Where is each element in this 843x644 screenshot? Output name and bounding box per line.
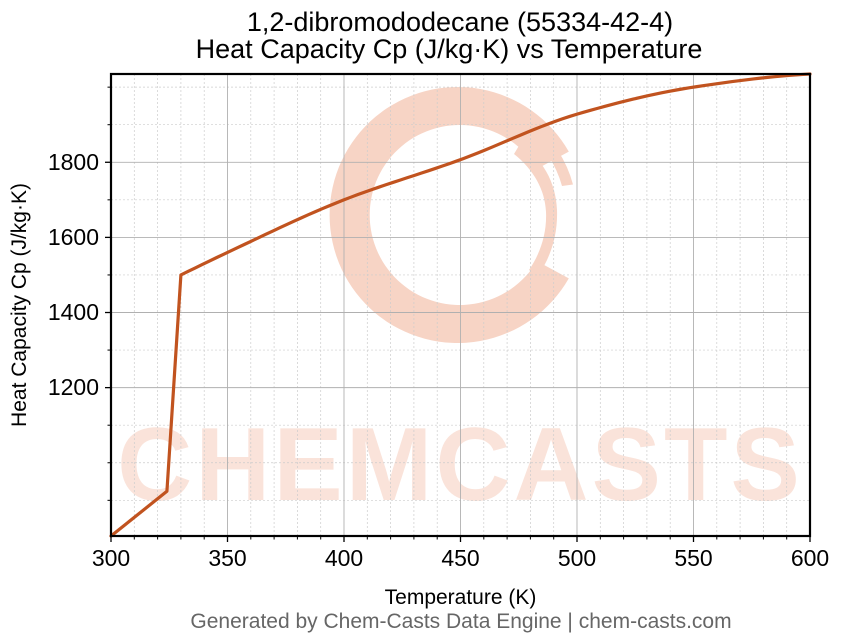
svg-text:350: 350 [208,545,246,571]
svg-text:CHEMCASTS: CHEMCASTS [117,407,803,523]
svg-text:600: 600 [791,545,829,571]
svg-text:300: 300 [92,545,130,571]
svg-text:450: 450 [441,545,479,571]
svg-text:550: 550 [674,545,712,571]
svg-text:1200: 1200 [48,374,99,400]
svg-text:400: 400 [325,545,363,571]
svg-text:1,2-dibromododecane (55334-42-: 1,2-dibromododecane (55334-42-4) [247,7,673,37]
svg-text:Heat Capacity Cp (J/kg·K): Heat Capacity Cp (J/kg·K) [8,183,31,427]
svg-text:Heat Capacity Cp (J/kg·K) vs T: Heat Capacity Cp (J/kg·K) vs Temperature [196,34,703,64]
svg-text:Temperature (K): Temperature (K) [385,586,537,609]
svg-text:1400: 1400 [48,299,99,325]
svg-text:500: 500 [558,545,596,571]
svg-text:1800: 1800 [48,149,99,175]
svg-text:1600: 1600 [48,224,99,250]
svg-text:Generated by Chem-Casts Data E: Generated by Chem-Casts Data Engine | ch… [190,610,731,633]
